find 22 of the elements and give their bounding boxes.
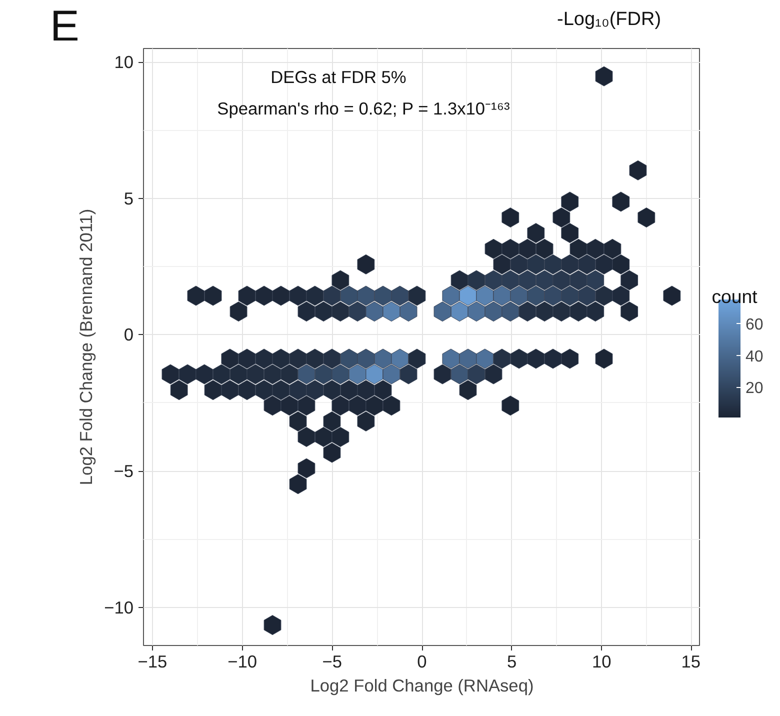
color-bar-title: count — [712, 286, 758, 307]
color-bar-label: 60 — [746, 316, 764, 334]
y-tick-label: 5 — [124, 188, 134, 208]
text: E — [50, 1, 80, 53]
y-tick-label: −10 — [104, 597, 134, 618]
x-tick-label: 0 — [417, 652, 427, 672]
x-tick-label: −15 — [138, 652, 168, 672]
text: -Log₁₀(FDR) — [557, 8, 662, 32]
annotation: Spearman's rho = 0.62; P = 1.3x10⁻¹⁶³ — [217, 98, 510, 119]
x-axis-title: Log2 Fold Change (RNAseq) — [310, 676, 534, 696]
y-axis-title: Log2 Fold Change (Brennand 2011) — [76, 208, 96, 486]
color-bar-label: 20 — [746, 380, 764, 398]
x-tick-label: 15 — [681, 652, 701, 672]
x-tick-label: 5 — [507, 652, 517, 672]
y-tick-label: 0 — [124, 324, 134, 345]
x-tick-label: −10 — [228, 652, 258, 672]
annotation: DEGs at FDR 5% — [270, 67, 406, 88]
x-tick-label: −5 — [322, 652, 342, 672]
x-tick-label: 10 — [592, 652, 612, 672]
color-bar-label: 40 — [746, 348, 764, 366]
y-tick-label: 10 — [114, 52, 134, 72]
y-tick-label: −5 — [114, 461, 134, 482]
